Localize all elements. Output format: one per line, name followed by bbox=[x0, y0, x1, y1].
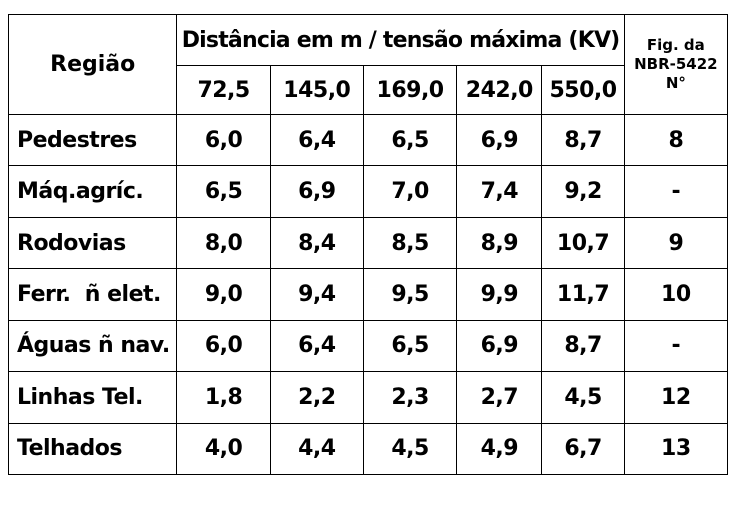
table-row: Pedestres 6,0 6,4 6,5 6,9 8,7 8 bbox=[7, 113, 729, 167]
distance-cell: 6,0 bbox=[176, 319, 271, 373]
distance-cell: 4,5 bbox=[362, 422, 458, 476]
distance-cell: 6,4 bbox=[269, 113, 364, 167]
voltage-col-header: 169,0 bbox=[362, 65, 458, 115]
distance-cell: 6,5 bbox=[362, 113, 458, 167]
table-row: Ferr. ñ elet. 9,0 9,4 9,5 9,9 11,7 10 bbox=[7, 268, 729, 321]
distance-cell: 4,9 bbox=[456, 422, 543, 476]
fig-number-cell: 13 bbox=[623, 422, 729, 476]
distance-cell: 8,4 bbox=[269, 216, 364, 270]
voltage-col-header: 242,0 bbox=[456, 65, 543, 115]
table-row: Telhados 4,0 4,4 4,5 4,9 6,7 13 bbox=[7, 422, 729, 476]
distance-cell: 4,4 bbox=[269, 422, 364, 476]
distance-cell: 9,0 bbox=[176, 268, 271, 321]
distance-cell: 10,7 bbox=[541, 216, 625, 270]
region-header: Região bbox=[7, 14, 178, 115]
distance-cell: 8,9 bbox=[456, 216, 543, 270]
table-row: Águas ñ nav. 6,0 6,4 6,5 6,9 8,7- bbox=[7, 319, 729, 373]
distance-cell: 6,5 bbox=[176, 165, 271, 218]
table-row: Linhas Tel. 1,8 2,2 2,3 2,7 4,5 12 bbox=[7, 371, 729, 424]
fig-header-line-1: Fig. da bbox=[646, 36, 705, 54]
fig-header-line-3: N° bbox=[665, 74, 686, 92]
distance-cell: 4,5 bbox=[541, 371, 625, 424]
fig-header-line-2: NBR-5422 bbox=[634, 55, 718, 73]
distance-cell: 6,4 bbox=[269, 319, 364, 373]
distance-cell: 9,4 bbox=[269, 268, 364, 321]
row-label: Telhados bbox=[7, 422, 178, 476]
table-row: Máq.agríc. 6,5 6,9 7,0 7,4 9,2- bbox=[7, 165, 729, 218]
distance-cell: 4,0 bbox=[176, 422, 271, 476]
distance-cell: 2,7 bbox=[456, 371, 543, 424]
row-label: Rodovias bbox=[7, 216, 178, 270]
row-label: Máq.agríc. bbox=[7, 165, 178, 218]
distance-cell: 8,7 bbox=[541, 113, 625, 167]
fig-header: Fig. da NBR-5422 N° bbox=[623, 14, 729, 115]
fig-number-cell: 9 bbox=[623, 216, 729, 270]
voltage-col-header: 550,0 bbox=[541, 65, 625, 115]
voltage-col-header: 145,0 bbox=[269, 65, 364, 115]
distance-cell: 6,9 bbox=[456, 319, 543, 373]
fig-number-cell: - bbox=[623, 319, 729, 373]
fig-number-cell: 8 bbox=[623, 113, 729, 167]
distance-cell: 8,0 bbox=[176, 216, 271, 270]
distance-cell: 6,9 bbox=[456, 113, 543, 167]
distance-cell: 8,7 bbox=[541, 319, 625, 373]
distance-cell: 2,2 bbox=[269, 371, 364, 424]
distance-cell: 6,9 bbox=[269, 165, 364, 218]
distance-cell: 11,7 bbox=[541, 268, 625, 321]
distance-cell: 7,0 bbox=[362, 165, 458, 218]
row-label: Ferr. ñ elet. bbox=[7, 268, 178, 321]
distance-cell: 1,8 bbox=[176, 371, 271, 424]
table-body: Pedestres 6,0 6,4 6,5 6,9 8,7 8 Máq.agríc. 6,5 6,… bbox=[7, 113, 729, 476]
distance-cell: 6,5 bbox=[362, 319, 458, 373]
fig-number-cell: 12 bbox=[623, 371, 729, 424]
table-row: Rodovias 8,0 8,4 8,5 8,9 10,7 9 bbox=[7, 216, 729, 270]
distance-cell: 9,9 bbox=[456, 268, 543, 321]
fig-number-cell: - bbox=[623, 165, 729, 218]
clearance-table: Região Distância em m / tensão máxima (K… bbox=[7, 14, 729, 476]
voltage-col-header: 72,5 bbox=[176, 65, 271, 115]
voltage-span-header: Distância em m / tensão máxima (KV) bbox=[176, 14, 625, 66]
distance-cell: 9,2 bbox=[541, 165, 625, 218]
row-label: Águas ñ nav. bbox=[7, 319, 178, 373]
distance-cell: 2,3 bbox=[362, 371, 458, 424]
fig-number-cell: 10 bbox=[623, 268, 729, 321]
row-label: Linhas Tel. bbox=[7, 371, 178, 424]
row-label: Pedestres bbox=[7, 113, 178, 167]
distance-cell: 8,5 bbox=[362, 216, 458, 270]
distance-cell: 6,0 bbox=[176, 113, 271, 167]
distance-cell: 7,4 bbox=[456, 165, 543, 218]
distance-cell: 9,5 bbox=[362, 268, 458, 321]
distance-cell: 6,7 bbox=[541, 422, 625, 476]
